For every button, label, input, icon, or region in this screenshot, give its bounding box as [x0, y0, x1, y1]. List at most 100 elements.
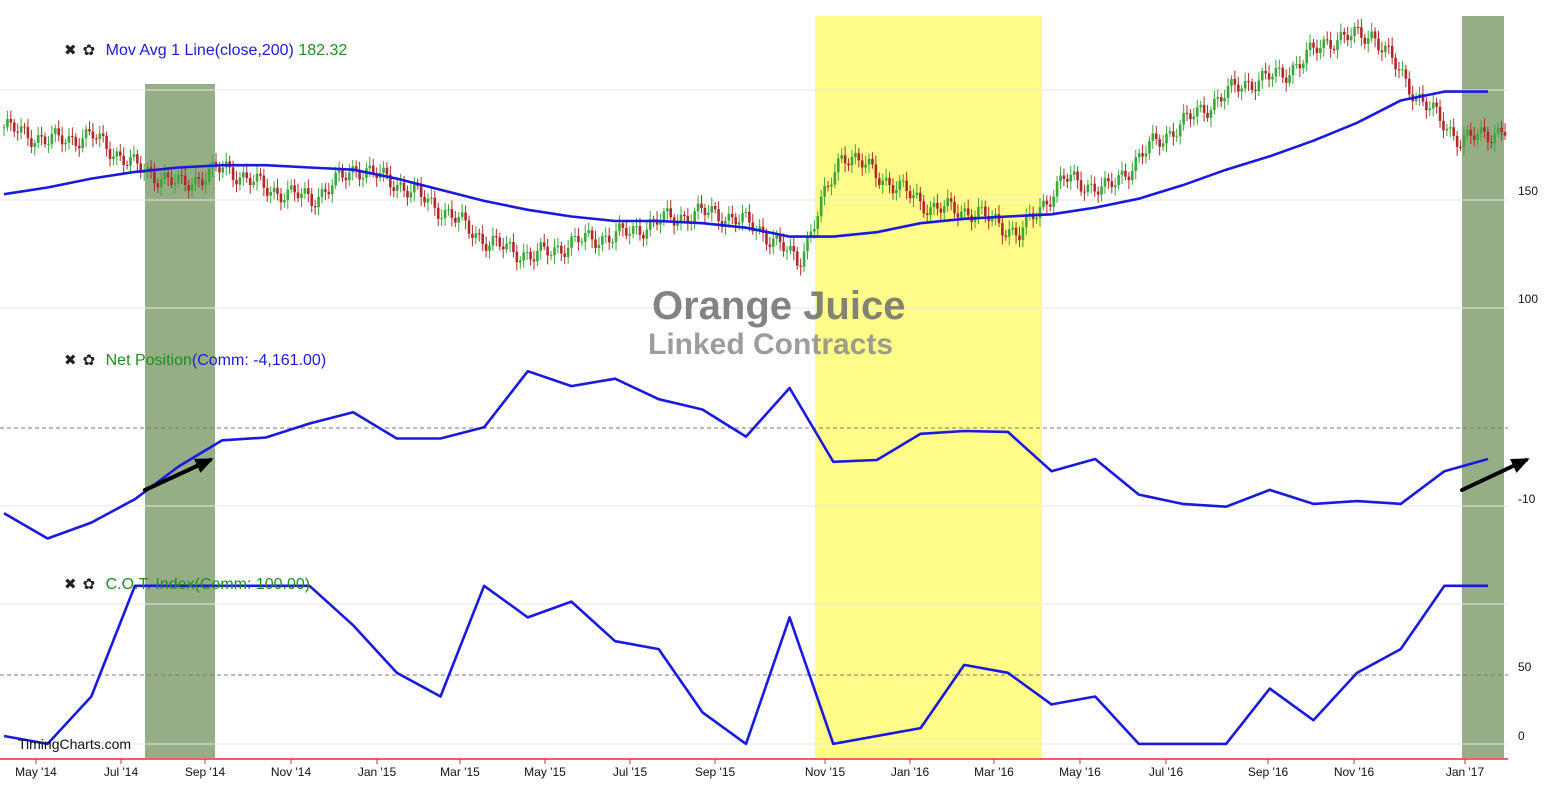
price-candle-body [235, 180, 238, 185]
price-candle-body [1278, 67, 1281, 69]
price-candle-body [795, 251, 799, 266]
price-candle-body [854, 153, 857, 157]
price-candle-body [1107, 178, 1110, 182]
price-candle-body [628, 233, 632, 236]
net-panel-value: (Comm: -4,161.00) [191, 352, 327, 369]
price-candle-body [238, 177, 242, 185]
price-candle-body [1397, 69, 1401, 71]
price-candle-body [1322, 39, 1326, 49]
x-tick-label: Jul '16 [1148, 765, 1184, 779]
price-candle-body [330, 185, 334, 195]
price-candle-body [1325, 39, 1329, 41]
price-candle-body [860, 160, 864, 168]
price-candle-body [1202, 104, 1206, 113]
price-candle-body [1127, 176, 1131, 181]
price-candle-body [659, 221, 662, 225]
price-candle-body [1168, 131, 1172, 134]
price-candle-body [423, 197, 426, 203]
price-candle-body [583, 233, 587, 242]
price-candle-body [477, 233, 481, 235]
price-candle-body [1035, 217, 1038, 220]
price-candle-body [604, 235, 608, 237]
price-candle-body [1312, 42, 1315, 48]
close-icon[interactable]: ✖ [64, 352, 77, 369]
price-candle-body [789, 245, 792, 251]
price-candle-body [542, 242, 546, 247]
close-icon[interactable]: ✖ [64, 42, 77, 59]
price-candle-body [1421, 94, 1425, 102]
price-candle-body [717, 209, 720, 222]
price-candle-body [419, 185, 423, 198]
price-candle-body [874, 164, 878, 179]
watermark-title: Orange Juice [652, 284, 906, 328]
price-candle-body [296, 192, 300, 199]
price-candle-body [1373, 31, 1377, 39]
price-candle-body [1435, 102, 1438, 107]
price-candle-body [412, 183, 416, 193]
price-candle-body [1154, 133, 1158, 140]
price-candle-body [508, 241, 512, 244]
price-candle-body [546, 246, 549, 256]
price-candle-body [471, 233, 474, 238]
price-candle-body [289, 185, 293, 190]
x-tick-label: Nov '14 [270, 765, 312, 779]
x-tick-label: Mar '16 [974, 765, 1014, 779]
price-candle-body [1014, 227, 1018, 236]
price-candle-body [929, 207, 932, 216]
price-candle-body [207, 168, 211, 182]
price-candle-body [662, 211, 666, 222]
price-candle-body [1336, 40, 1339, 51]
settings-icon[interactable]: ✿ [82, 42, 96, 59]
price-candle-body [597, 244, 601, 249]
price-candle-body [279, 193, 283, 203]
price-candle-body [515, 251, 519, 263]
price-candle-body [761, 226, 765, 234]
price-candle-body [823, 185, 826, 197]
price-candle-body [696, 203, 700, 212]
price-candle-body [457, 216, 461, 223]
x-tick-label: Jan '16 [890, 765, 930, 779]
price-candle-body [180, 175, 184, 177]
price-candle-body [430, 197, 433, 199]
price-candle-body [556, 245, 560, 248]
x-tick-label: Nov '16 [1333, 765, 1375, 779]
price-candle-body [1230, 78, 1233, 86]
close-icon[interactable]: ✖ [64, 576, 77, 593]
price-candle-body [242, 172, 245, 178]
price-candle-body [283, 200, 286, 203]
price-candle-body [946, 198, 949, 207]
net-position-line [3, 369, 1489, 540]
price-candle-body [484, 243, 488, 251]
price-candle-body [1274, 68, 1278, 77]
settings-icon[interactable]: ✿ [82, 576, 96, 593]
price-candle-body [1254, 90, 1257, 92]
price-candle-body [481, 233, 484, 244]
settings-icon[interactable]: ✿ [82, 352, 96, 369]
price-candle-body [1319, 48, 1322, 54]
price-candle-body [587, 230, 590, 234]
price-candle-body [1048, 204, 1052, 207]
price-candle-body [385, 167, 389, 175]
price-candle-body [960, 211, 963, 218]
price-candle-body [611, 241, 614, 243]
price-candle-body [737, 222, 741, 225]
price-candle-body [813, 228, 816, 232]
price-candle-body [313, 205, 317, 208]
price-candle-body [778, 234, 782, 243]
price-candle-body [436, 207, 440, 219]
price-candle-body [1158, 139, 1161, 147]
price-candle-body [809, 231, 813, 237]
price-candle-body [925, 213, 929, 216]
price-candle-body [1267, 73, 1271, 80]
price-candle-body [1165, 133, 1168, 144]
price-candle-body [1100, 186, 1103, 195]
price-candle-body [1103, 178, 1107, 187]
highlight-yellow-region [815, 16, 1042, 758]
price-candle-body [371, 165, 375, 174]
cot-panel-header: ✖ ✿ C.O.T. Index(Comm: 100.00) [64, 575, 310, 594]
price-candle-body [676, 222, 679, 226]
price-candle-body [1360, 27, 1363, 38]
price-candle-body [990, 216, 994, 222]
price-candle-body [549, 255, 553, 257]
price-candle-body [358, 170, 361, 180]
